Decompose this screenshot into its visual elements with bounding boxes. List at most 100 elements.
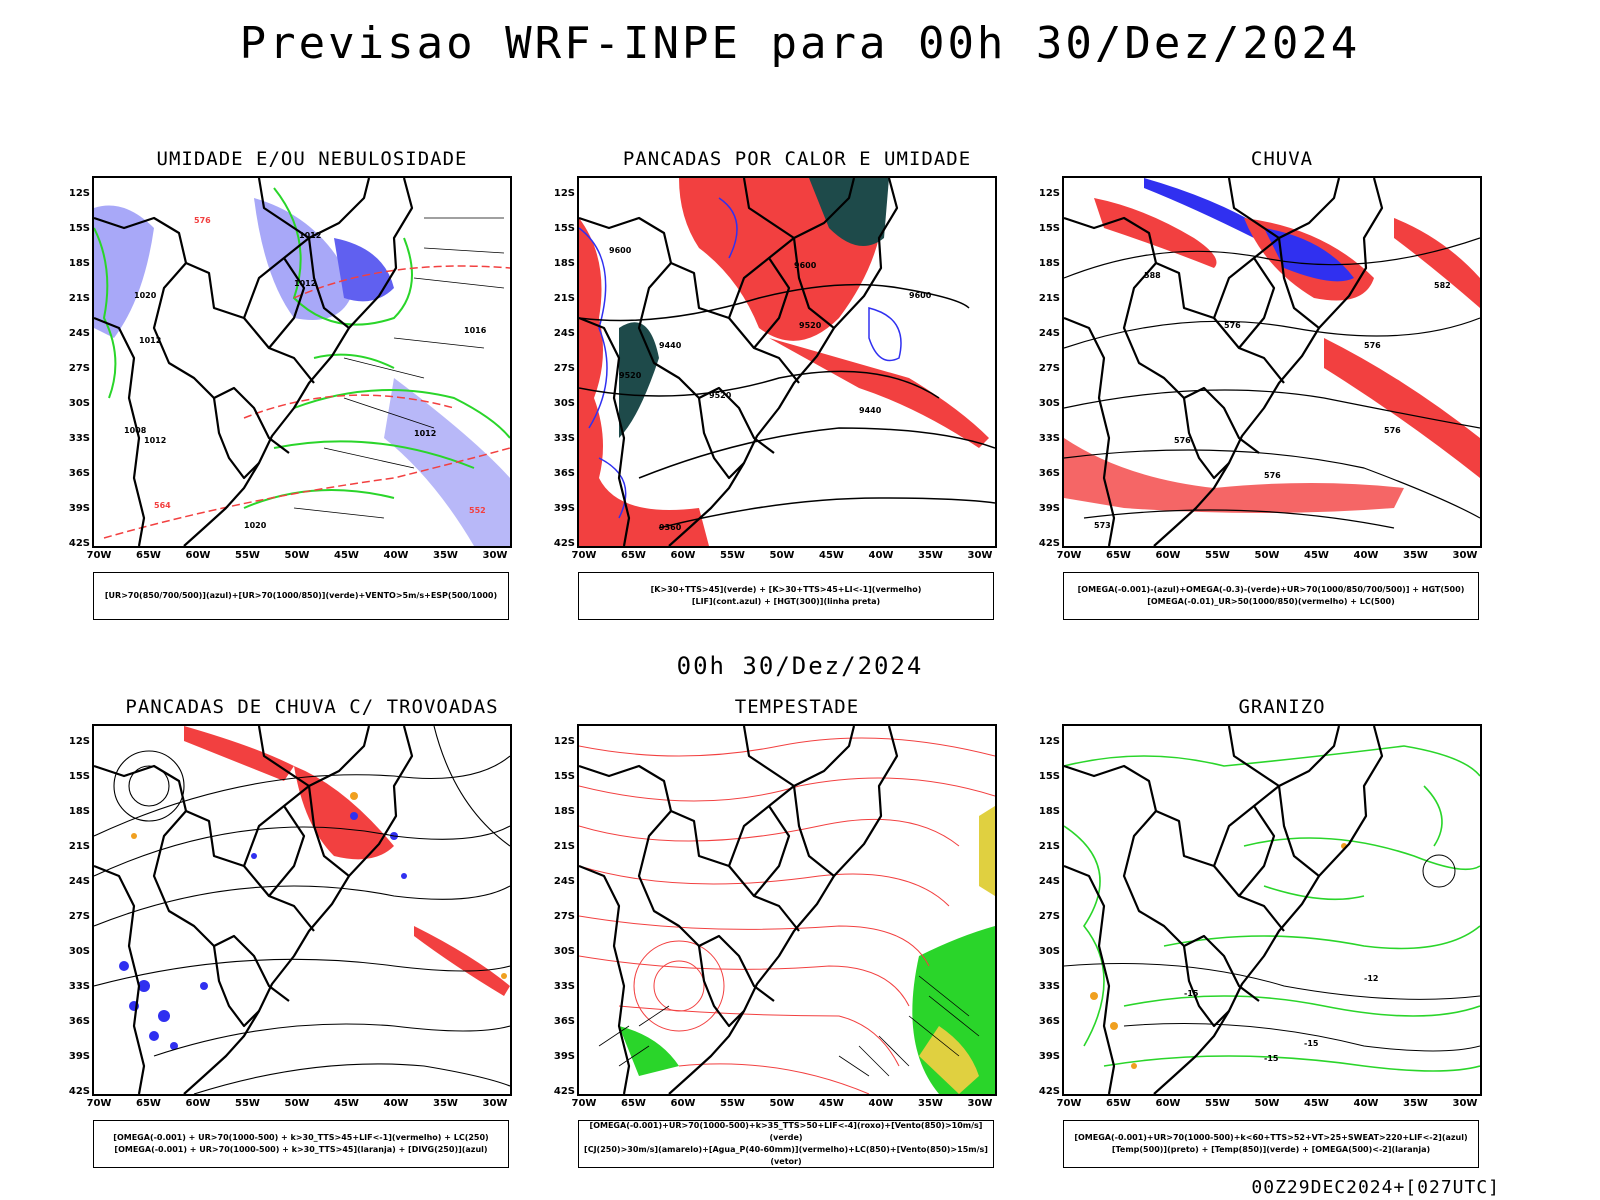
lat-tick-label: 33S (68, 980, 90, 992)
main-title: Previsao WRF-INPE para 00h 30/Dez/2024 (239, 18, 1361, 69)
lon-tick-label: 50W (284, 1098, 310, 1109)
lon-tick-label: 65W (621, 1098, 646, 1109)
lat-tick-label: 30S (68, 397, 90, 409)
lat-tick-label: 18S (68, 257, 90, 269)
lon-tick-label: 40W (1353, 550, 1379, 561)
contour-label: 9520 (799, 321, 822, 330)
lat-tick-label: 36S (68, 467, 90, 479)
contour-label: 1020 (244, 521, 267, 530)
lon-tick-label: 30W (967, 550, 993, 561)
lat-tick-label: 15S (1038, 770, 1060, 782)
map-granizo-graphic: -15 -12 -15 -15 (1064, 726, 1480, 1094)
lon-tick-label: 70W (571, 550, 597, 561)
lon-tick-label: 65W (1106, 1098, 1131, 1109)
legend-line-2: [Temp(500)](preto) + [Temp(850)](verde) … (1111, 1145, 1431, 1154)
contour-label: 1012 (299, 231, 321, 240)
lon-tick-label: 40W (383, 550, 409, 561)
lon-tick-label: 45W (1304, 1098, 1329, 1109)
lon-tick-label: 55W (235, 1098, 260, 1109)
panel-title: UMIDADE E/OU NEBULOSIDADE (156, 148, 468, 170)
lat-tick-label: 12S (68, 188, 90, 199)
lat-tick-label: 24S (68, 327, 90, 339)
lon-tick-label: 60W (1155, 550, 1181, 561)
contour-label: 9360 (659, 523, 682, 532)
contour-label: 576 (1384, 426, 1401, 435)
legend: [UR>70(850/700/500)](azul)+[UR>70(1000/8… (93, 572, 509, 620)
lat-tick-label: 12S (68, 736, 90, 747)
map-trovoadas-graphic (94, 726, 510, 1094)
lat-tick-label: 36S (1038, 1015, 1060, 1027)
legend-line-1: [OMEGA(-0.001)+UR>70(1000-500)+k>35_TTS>… (589, 1121, 983, 1142)
lon-tick-label: 50W (284, 550, 310, 561)
map-pancadas-calor-graphic: 9600 9600 9520 9520 9600 9440 9520 9440 9360 (579, 178, 995, 546)
lat-tick-label: 15S (1038, 222, 1060, 234)
legend-line-2: [OMEGA(-0.01)_UR>50(1000/850)(vermelho) … (1147, 597, 1395, 606)
lon-tick-label: 30W (1452, 1098, 1478, 1109)
contour-label: 1008 (124, 426, 147, 435)
contour-label: -15 (1184, 989, 1199, 998)
map-granizo: -15 -12 -15 -15 (1062, 724, 1482, 1096)
lon-tick-label: 35W (918, 1098, 943, 1109)
lon-tick-label: 60W (670, 550, 696, 561)
lon-tick-label: 30W (482, 1098, 508, 1109)
contour-label: 9600 (609, 246, 632, 255)
legend: [K>30+TTS>45](verde) + [K>30+TTS>45+LI<-… (578, 572, 994, 620)
lon-tick-label: 35W (433, 1098, 458, 1109)
lat-tick-label: 21S (1038, 840, 1060, 852)
lon-tick-label: 70W (571, 1098, 597, 1109)
lon-tick-label: 70W (1056, 550, 1082, 561)
lat-tick-label: 18S (553, 257, 575, 269)
lat-tick-label: 36S (68, 1015, 90, 1027)
lat-tick-label: 33S (1038, 980, 1060, 992)
lon-tick-label: 50W (769, 550, 795, 561)
legend: [OMEGA(-0.001)-(azul)+OMEGA(-0.3)-(verde… (1063, 572, 1479, 620)
lat-tick-label: 30S (1038, 397, 1060, 409)
lon-tick-label: 65W (621, 550, 646, 561)
legend-line-1: [K>30+TTS>45](verde) + [K>30+TTS>45+LI<-… (650, 585, 922, 594)
contour-label: -15 (1304, 1039, 1319, 1048)
map-tempestade (577, 724, 997, 1096)
lon-tick-label: 40W (868, 550, 894, 561)
lon-tick-label: 30W (482, 550, 508, 561)
contour-label: 576 (1264, 471, 1281, 480)
lat-tick-label: 15S (68, 222, 90, 234)
map-chuva: 588 582 576 576 576 576 576 573 (1062, 176, 1482, 548)
lat-tick-label: 18S (553, 805, 575, 817)
lat-tick-label: 39S (553, 502, 575, 514)
legend-line-2: [LIF](cont.azul) + [HGT(300)](linha pret… (691, 597, 881, 606)
map-chuva-graphic: 588 582 576 576 576 576 576 573 (1064, 178, 1480, 546)
lon-tick-label: 65W (136, 1098, 161, 1109)
lon-tick-label: 55W (720, 1098, 745, 1109)
lat-tick-label: 27S (68, 910, 90, 922)
lon-tick-label: 60W (185, 1098, 211, 1109)
map-umidade: 1012 1012 1020 1012 1016 1008 1012 1012 1020 576 5… (92, 176, 512, 548)
legend-line-1: [OMEGA(-0.001) + UR>70(1000-500) + k>30_… (113, 1133, 489, 1142)
lon-tick-label: 70W (86, 550, 112, 561)
legend-line-2: [OMEGA(-0.001) + UR>70(1000-500) + k>30_… (114, 1145, 488, 1154)
lat-tick-label: 39S (68, 502, 90, 514)
lat-tick-label: 27S (553, 362, 575, 374)
lon-tick-label: 45W (334, 550, 359, 561)
lon-tick-label: 50W (1254, 1098, 1280, 1109)
contour-label: 582 (1434, 281, 1451, 290)
map-trovoadas (92, 724, 512, 1096)
lat-tick-label: 24S (68, 875, 90, 887)
contour-label: 552 (469, 506, 486, 515)
contour-label: 576 (1224, 321, 1241, 330)
lat-tick-label: 30S (553, 397, 575, 409)
lon-tick-label: 35W (433, 550, 458, 561)
contour-label: 576 (1174, 436, 1191, 445)
map-umidade-graphic: 1012101210201012101610081012101210205765… (94, 178, 510, 546)
lat-tick-label: 42S (553, 1085, 575, 1097)
lat-tick-label: 39S (1038, 502, 1060, 514)
lon-tick-label: 70W (86, 1098, 112, 1109)
lat-tick-label: 21S (553, 292, 575, 304)
panel-title: PANCADAS DE CHUVA C/ TROVOADAS (125, 696, 499, 718)
lat-tick-label: 21S (68, 840, 90, 852)
lat-tick-label: 33S (1038, 432, 1060, 444)
lat-tick-label: 24S (1038, 875, 1060, 887)
contour-label: 576 (194, 216, 211, 225)
lon-tick-label: 55W (235, 550, 260, 561)
lat-tick-label: 30S (553, 945, 575, 957)
lon-tick-label: 45W (819, 1098, 844, 1109)
